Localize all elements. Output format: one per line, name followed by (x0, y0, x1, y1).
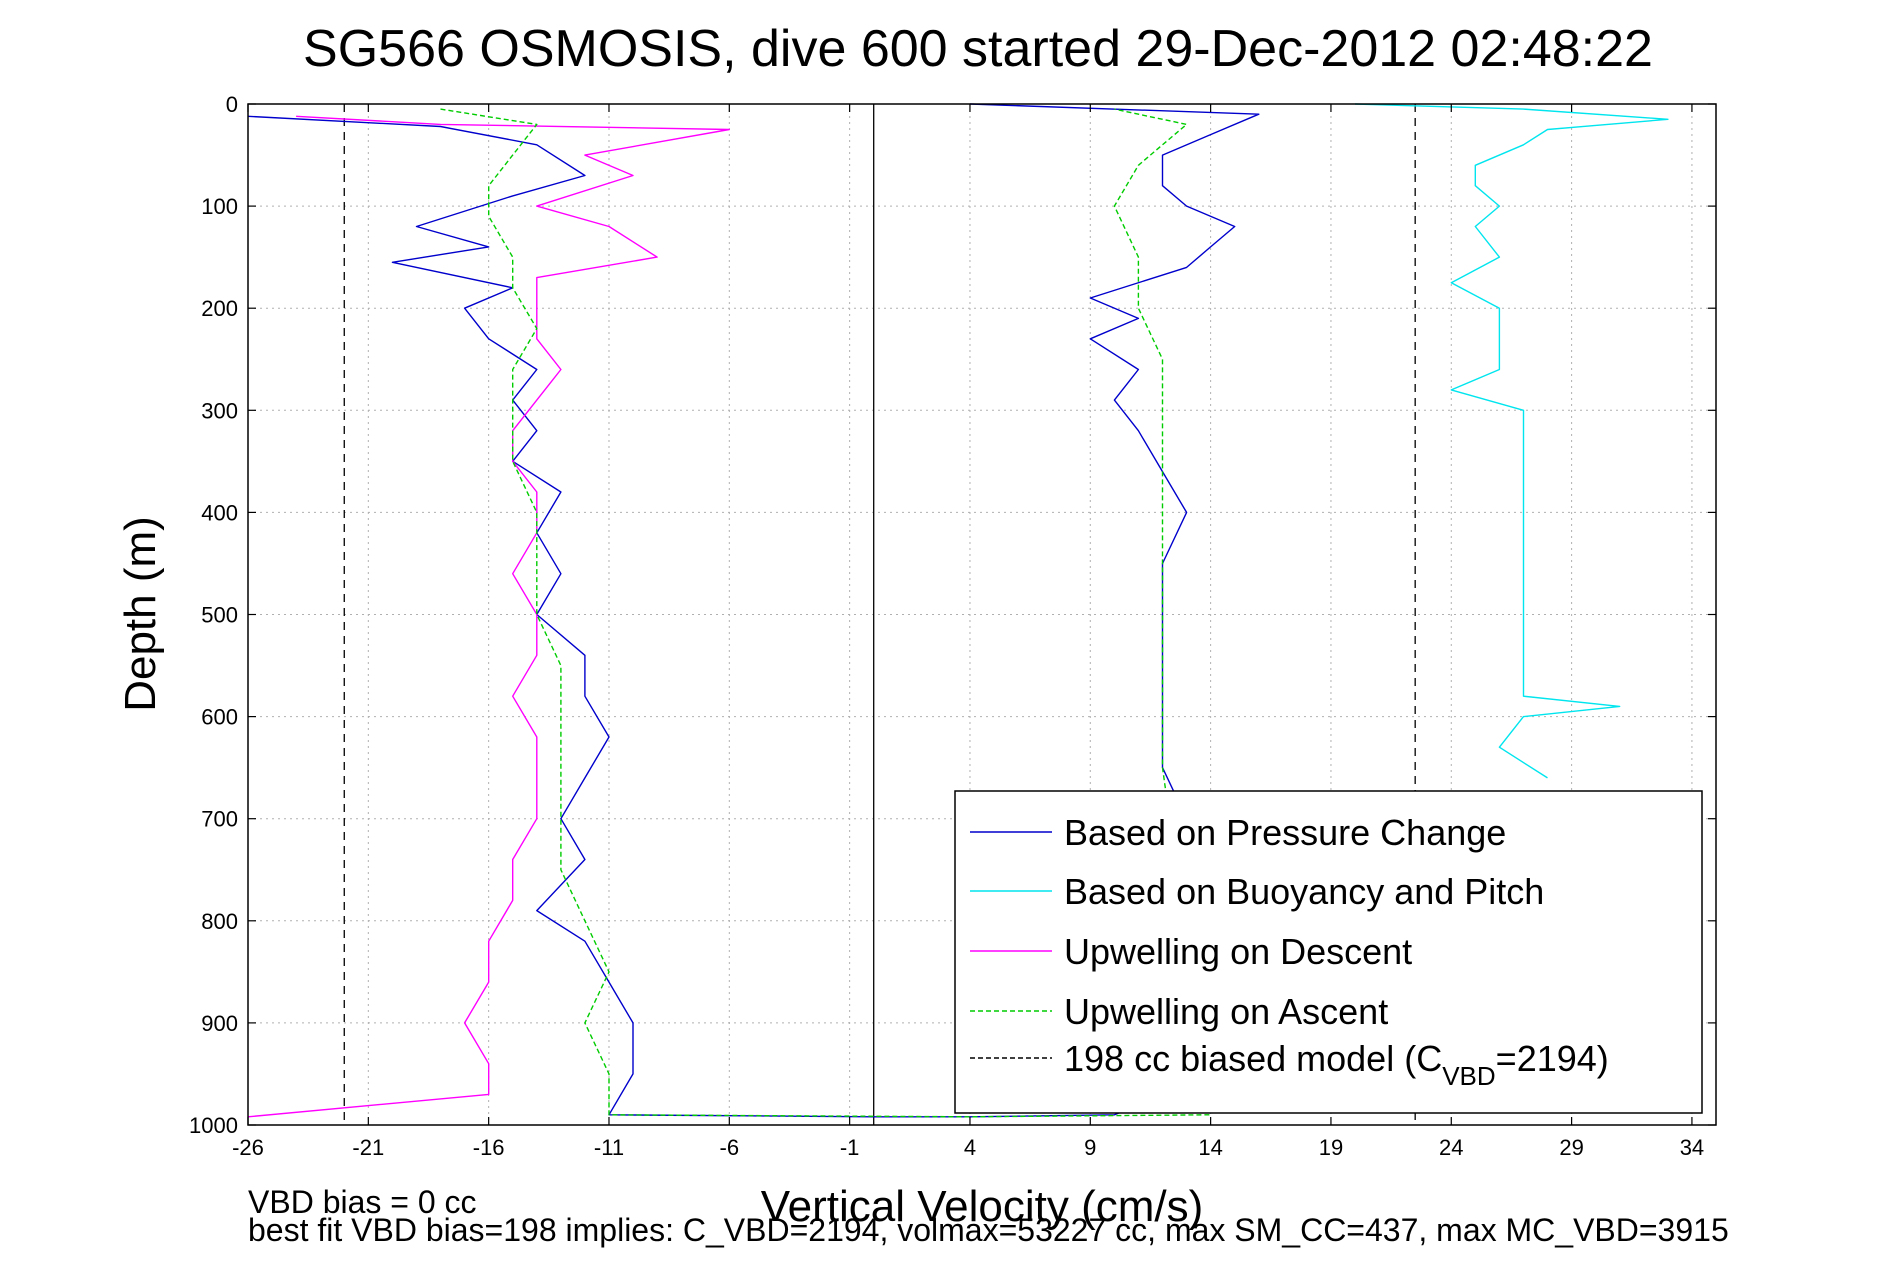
y-tick-label: 300 (201, 398, 238, 423)
y-tick-label: 500 (201, 603, 238, 628)
legend-box (954, 790, 1703, 1114)
y-axis-ticks: 0 100 200 300 400 500 600 700 800 900 1000 (189, 92, 1716, 1138)
series-group (247, 103, 1669, 1118)
x-tick-label: 9 (1084, 1135, 1096, 1160)
x-tick-label: 19 (1319, 1135, 1343, 1160)
x-tick-label: 24 (1439, 1135, 1463, 1160)
footer-line-2: best fit VBD bias=198 implies: C_VBD=219… (248, 1212, 1729, 1248)
x-axis-ticks: -26 -21 -16 -11 -6 -1 4 9 14 19 24 29 34 (232, 104, 1704, 1160)
x-tick-label: 14 (1198, 1135, 1222, 1160)
footer-line-1: VBD bias = 0 cc (248, 1184, 477, 1220)
x-tick-label: -26 (232, 1135, 264, 1160)
x-tick-label: -11 (594, 1135, 624, 1160)
x-tick-label: 29 (1559, 1135, 1583, 1160)
y-tick-label: 600 (201, 705, 238, 730)
y-tick-label: 100 (201, 194, 238, 219)
series-line-3 (247, 115, 730, 1118)
series-line-2 (1354, 103, 1669, 779)
legend-label-subscript: VBD (1442, 1061, 1495, 1091)
x-axis-label: Vertical Velocity (cm/s) (761, 1182, 1204, 1231)
legend-label-3: Upwelling on Descent (1064, 931, 1412, 972)
legend-label-tail: =2194) (1496, 1038, 1609, 1079)
x-tick-label: -1 (840, 1135, 860, 1160)
y-tick-label: 1000 (189, 1113, 238, 1138)
legend-items: Based on Pressure Change Based on Buoyanc… (970, 812, 1609, 1091)
series-line-4 (440, 108, 1212, 1118)
x-tick-label: 4 (964, 1135, 976, 1160)
y-tick-label: 700 (201, 807, 238, 832)
y-tick-label: 200 (201, 296, 238, 321)
x-tick-label: -21 (352, 1135, 384, 1160)
y-tick-label: 900 (201, 1011, 238, 1036)
reference-lines (343, 104, 1416, 1125)
x-tick-label: -16 (473, 1135, 505, 1160)
y-axis-label: Depth (m) (116, 516, 165, 712)
chart-title: SG566 OSMOSIS, dive 600 started 29-Dec-2… (303, 20, 1653, 78)
legend-label-1: Based on Pressure Change (1064, 812, 1506, 853)
series-line-1 (247, 103, 1260, 1118)
y-tick-label: 0 (226, 92, 238, 117)
legend-label-2: Based on Buoyancy and Pitch (1064, 871, 1544, 912)
legend: Based on Pressure Change Based on Buoyanc… (954, 790, 1703, 1114)
legend-label-4: Upwelling on Ascent (1064, 991, 1388, 1032)
x-tick-label: -6 (720, 1135, 740, 1160)
x-tick-label: 34 (1680, 1135, 1704, 1160)
y-tick-label: 400 (201, 500, 238, 525)
y-tick-label: 800 (201, 909, 238, 934)
